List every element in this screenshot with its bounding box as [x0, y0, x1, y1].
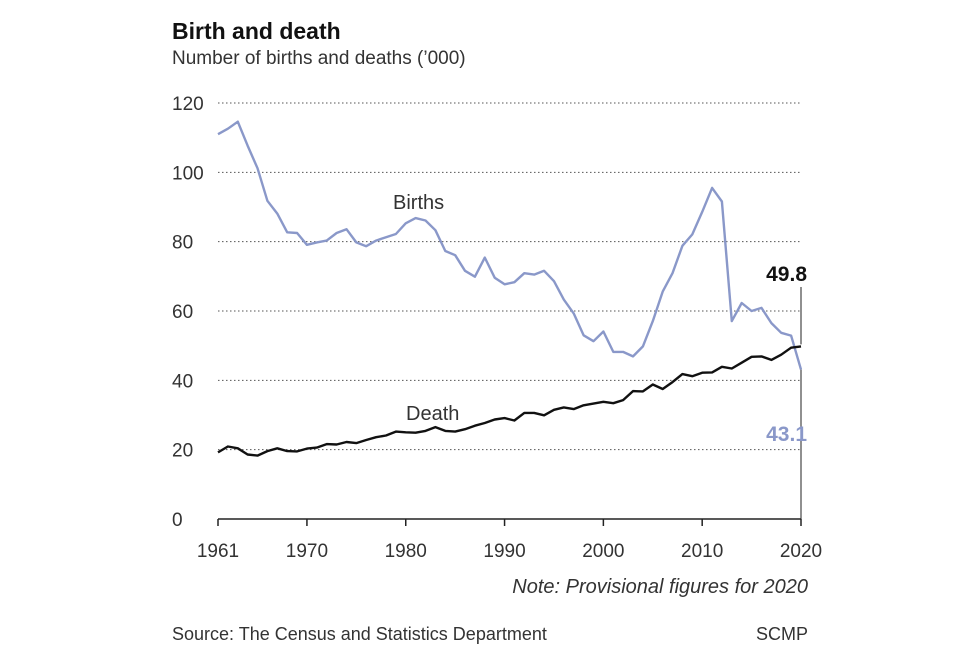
- y-tick-label: 40: [172, 371, 193, 392]
- x-tick-label: 2000: [582, 541, 624, 562]
- y-tick-label: 0: [172, 510, 183, 531]
- x-tick-label: 1961: [197, 541, 239, 562]
- series-lines: [217, 120, 803, 457]
- death-series-label: Death: [406, 403, 459, 425]
- x-tick-label: 1970: [286, 541, 328, 562]
- chart-note: Note: Provisional figures for 2020: [512, 576, 808, 598]
- gridlines: [218, 102, 801, 451]
- y-tick-label: 80: [172, 233, 193, 254]
- y-tick-label: 20: [172, 441, 193, 462]
- chart-title: Birth and death: [172, 18, 341, 44]
- y-axis-ticks: 0 20 40 60 80 100 120: [172, 94, 204, 531]
- x-axis: 1961 1970 1980 1990 2000 2010 2020: [197, 287, 822, 562]
- x-tick-label: 1990: [483, 541, 525, 562]
- series-line-births: [217, 120, 803, 370]
- series-line-death: [217, 345, 802, 457]
- y-tick-label: 120: [172, 94, 204, 115]
- series-labels: Births Death 49.8 43.1: [393, 192, 807, 446]
- y-tick-label: 60: [172, 302, 193, 323]
- chart-subtitle: Number of births and deaths (’000): [172, 48, 466, 69]
- source-credit: Source: The Census and Statistics Depart…: [172, 624, 547, 644]
- x-tick-label: 2010: [681, 541, 723, 562]
- publisher-brand: SCMP: [755, 624, 808, 644]
- births-series-label: Births: [393, 192, 444, 214]
- y-tick-label: 100: [172, 163, 204, 184]
- births-end-value-label: 43.1: [766, 423, 807, 446]
- death-end-value-label: 49.8: [766, 263, 807, 286]
- x-tick-label: 2020: [780, 541, 822, 562]
- x-tick-label: 1980: [385, 541, 427, 562]
